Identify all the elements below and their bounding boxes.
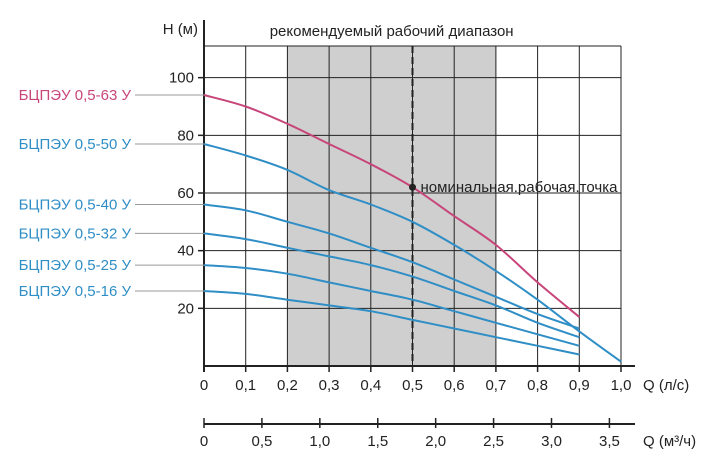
x-tick-label: 0,1 (235, 377, 256, 394)
series-line-3 (203, 203, 580, 330)
x-tick-label: 0,7 (485, 377, 506, 394)
axes: 20 40 60 80 100 0 0,1 0,2 0,3 0,4 0,5 0,6 0,7 0,8 0,9 1… (169, 20, 635, 450)
series-label-5: БЦПЭУ 0,5-25 У (19, 257, 132, 274)
nominal-point-label: номинальная.рабочая.точка (421, 179, 619, 196)
series-label-2: БЦПЭУ 0,5-50 У (19, 136, 132, 153)
x2-tick-label: 2,0 (425, 433, 446, 450)
series-label-6: БЦПЭУ 0,5-16 У (19, 283, 132, 300)
x2-tick-label: 3,0 (541, 433, 562, 450)
x-tick-label: 1,0 (611, 377, 632, 394)
x-tick-label: 0,8 (527, 377, 548, 394)
nominal-point-marker (409, 183, 416, 191)
x-axis-title: Q (л/с) (643, 377, 689, 394)
series-line-1 (203, 94, 580, 318)
series-line-4 (203, 232, 580, 339)
x2-axis-title: Q (м³/ч) (643, 433, 696, 450)
x2-tick-label: 2,5 (483, 433, 504, 450)
x-tick-label: 0,4 (360, 377, 381, 394)
series-line-5 (203, 264, 580, 347)
x2-tick-label: 0,5 (251, 433, 272, 450)
series-label-1: БЦПЭУ 0,5-63 У (19, 87, 132, 104)
y-tick-label: 20 (177, 300, 194, 317)
series-label-4: БЦПЭУ 0,5-32 У (19, 225, 132, 242)
x2-tick-label: 3,5 (599, 433, 620, 450)
x2-tick-label: 0 (200, 433, 208, 450)
x-tick-label: 0,5 (402, 377, 423, 394)
y-tick-label: 60 (177, 185, 194, 202)
y-tick-label: 80 (177, 127, 194, 144)
series-label-3: БЦПЭУ 0,5-40 У (19, 197, 132, 214)
x-tick-label: 0 (200, 377, 208, 394)
series-line-6 (203, 290, 580, 356)
x-tick-label: 0,6 (444, 377, 465, 394)
y-tick-label: 100 (169, 70, 194, 87)
y-tick-label: 40 (177, 243, 194, 260)
x-tick-label: 0,2 (277, 377, 298, 394)
series-line-2 (203, 143, 622, 363)
series-group (203, 94, 622, 363)
recommended-range-band (287, 46, 496, 366)
x2-tick-label: 1,0 (309, 433, 330, 450)
labels-group: БЦПЭУ 0,5-63 У БЦПЭУ 0,5-50 У БЦПЭУ 0,5-40… (19, 87, 204, 300)
recommended-range-label: рекомендуемый рабочий диапазон (270, 23, 514, 40)
y-axis-title: H (м) (163, 21, 198, 38)
x2-tick-label: 1,5 (367, 433, 388, 450)
x-tick-label: 0,3 (319, 377, 340, 394)
x-tick-label: 0,9 (569, 377, 590, 394)
